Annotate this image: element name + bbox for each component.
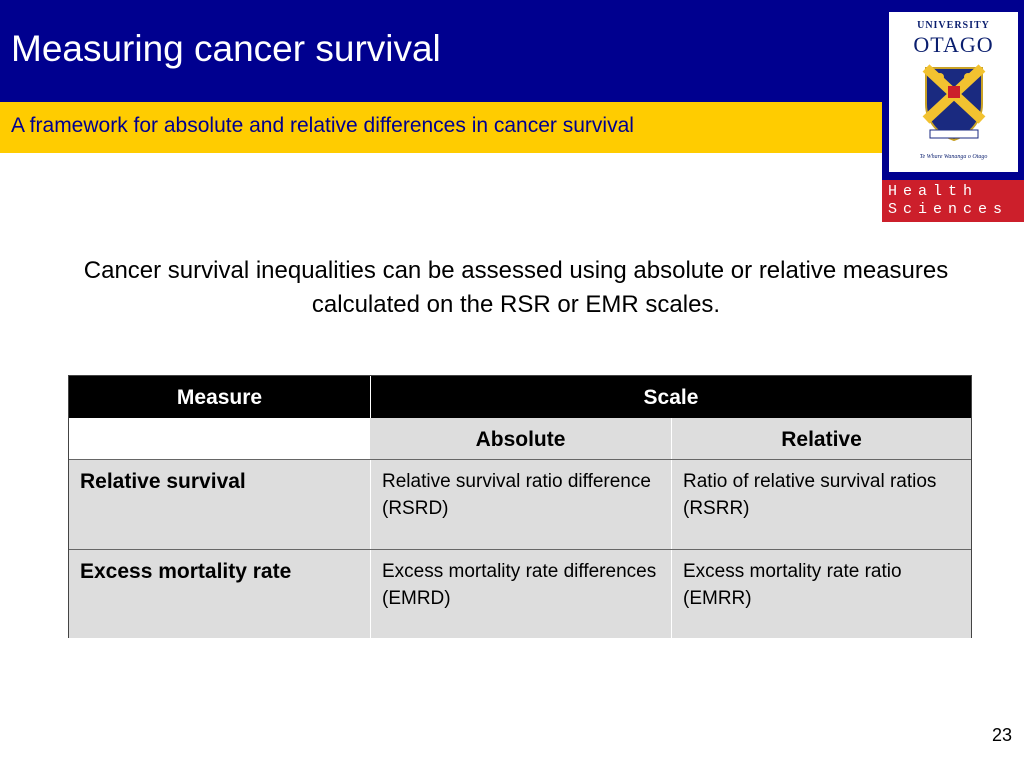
row-label-cell: Relative survival <box>69 460 370 550</box>
relative-value: Ratio of relative survival ratios (RSRR) <box>683 471 937 519</box>
subheader-relative: Relative <box>781 428 862 451</box>
subheader-relative-cell: Relative <box>671 418 971 459</box>
slide-title: Measuring cancer survival <box>11 28 441 69</box>
page-number: 23 <box>991 725 1012 745</box>
intro-text: Cancer survival inequalities can be asse… <box>83 257 949 318</box>
title-band: Measuring cancer survival <box>0 0 882 102</box>
slide-subtitle: A framework for absolute and relative di… <box>11 114 634 137</box>
absolute-value: Excess mortality rate differences (EMRD) <box>382 561 657 609</box>
row-label: Excess mortality rate <box>80 560 292 583</box>
subheader-empty-cell <box>69 418 370 459</box>
header-scale-cell: Scale <box>370 376 971 418</box>
header-measure: Measure <box>176 386 263 409</box>
table-header-row: Measure Scale <box>69 376 971 418</box>
relative-value: Excess mortality rate ratio (EMRR) <box>683 561 902 609</box>
crest-icon <box>922 64 986 142</box>
table-subheader-row: Absolute Relative <box>69 418 971 459</box>
header-scale: Scale <box>643 386 699 409</box>
row-label-cell: Excess mortality rate <box>69 550 370 638</box>
measures-table: Measure Scale Absolute Relative Relative… <box>68 375 972 638</box>
header-measure-cell: Measure <box>69 376 370 418</box>
logo-panel: UNIVERSITY OTAGO Te Whare Wananga o Otag… <box>889 12 1018 172</box>
subheader-absolute-cell: Absolute <box>370 418 671 459</box>
absolute-value: Relative survival ratio difference (RSRD… <box>382 471 651 519</box>
university-logo: UNIVERSITY OTAGO Te Whare Wananga o Otag… <box>882 0 1024 222</box>
table-row: Relative survival Relative survival rati… <box>69 459 971 550</box>
subheader-absolute: Absolute <box>475 428 566 451</box>
logo-motto: Te Whare Wananga o Otago <box>919 154 988 160</box>
subtitle-band: A framework for absolute and relative di… <box>0 102 882 153</box>
logo-health-text: Health <box>888 183 979 200</box>
relative-cell: Excess mortality rate ratio (EMRR) <box>671 550 971 638</box>
logo-sciences-text: Sciences <box>888 201 1009 218</box>
row-label: Relative survival <box>80 470 246 493</box>
table-row: Excess mortality rate Excess mortality r… <box>69 549 971 638</box>
health-sciences-band: Health Sciences <box>882 180 1024 222</box>
relative-cell: Ratio of relative survival ratios (RSRR) <box>671 460 971 550</box>
absolute-cell: Relative survival ratio difference (RSRD… <box>370 460 671 550</box>
logo-otago-text: OTAGO <box>913 32 994 57</box>
absolute-cell: Excess mortality rate differences (EMRD) <box>370 550 671 638</box>
logo-university-text: UNIVERSITY <box>917 20 990 31</box>
